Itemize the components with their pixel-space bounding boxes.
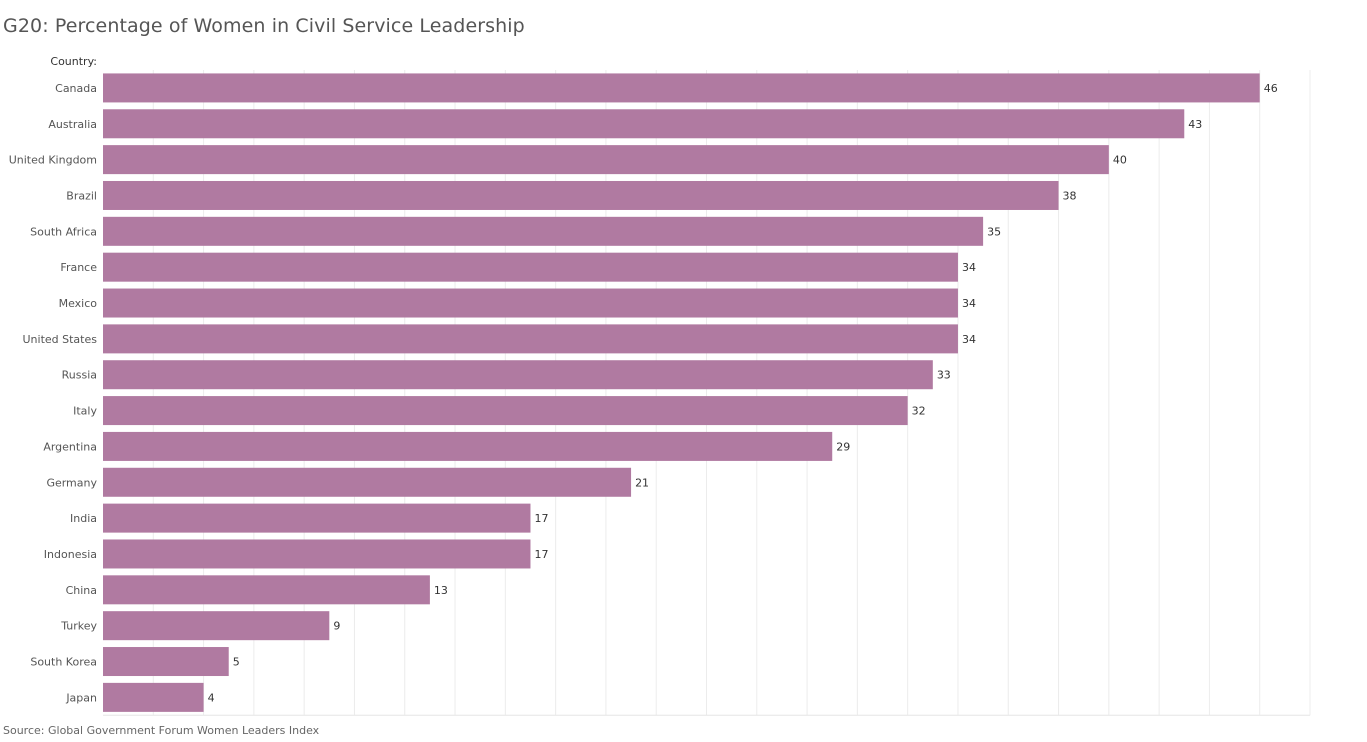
value-label: 40: [1113, 154, 1127, 167]
category-label: France: [60, 261, 97, 274]
category-label: India: [70, 512, 97, 525]
bar-mexico[interactable]: [103, 288, 958, 318]
bar-india[interactable]: [103, 503, 531, 533]
value-labels: 46 43 40 38 35 34 34 34 33 32 29 21 17 17 13 9 5 4: [208, 82, 1278, 704]
bar-united-kingdom[interactable]: [103, 145, 1109, 175]
value-label: 38: [1063, 189, 1077, 202]
value-label: 17: [534, 512, 548, 525]
category-label: Germany: [46, 476, 97, 489]
value-label: 32: [912, 405, 926, 418]
category-label: Australia: [48, 118, 97, 131]
category-label: Indonesia: [44, 548, 97, 561]
gridlines: [103, 70, 1311, 716]
bar-indonesia[interactable]: [103, 539, 531, 569]
bar-russia[interactable]: [103, 360, 933, 390]
chart-title: G20: Percentage of Women in Civil Servic…: [3, 15, 525, 37]
value-label: 35: [987, 225, 1001, 238]
value-label: 21: [635, 476, 649, 489]
bar-italy[interactable]: [103, 396, 908, 426]
bar-france[interactable]: [103, 252, 958, 282]
value-label: 13: [434, 584, 448, 597]
category-label: Japan: [65, 691, 97, 704]
category-label: Brazil: [66, 189, 97, 202]
bar-germany[interactable]: [103, 467, 632, 497]
category-label: South Africa: [30, 225, 97, 238]
bar-turkey[interactable]: [103, 611, 330, 641]
category-label: Canada: [55, 82, 97, 95]
category-label: South Korea: [30, 656, 97, 669]
bar-argentina[interactable]: [103, 431, 833, 461]
value-label: 9: [333, 620, 340, 633]
value-label: 43: [1188, 118, 1202, 131]
category-label: Mexico: [59, 297, 98, 310]
category-label: Turkey: [60, 620, 97, 633]
category-label: United Kingdom: [9, 154, 97, 167]
value-label: 17: [534, 548, 548, 561]
category-label: Russia: [62, 369, 97, 382]
bar-canada[interactable]: [103, 73, 1260, 103]
value-label: 46: [1264, 82, 1278, 95]
bar-china[interactable]: [103, 575, 430, 605]
bar-brazil[interactable]: [103, 180, 1059, 210]
bar-united-states[interactable]: [103, 324, 958, 354]
bar-japan[interactable]: [103, 682, 204, 712]
category-label: China: [66, 584, 97, 597]
category-label: United States: [23, 333, 98, 346]
value-label: 29: [836, 440, 850, 453]
bar-australia[interactable]: [103, 109, 1185, 139]
value-label: 34: [962, 297, 976, 310]
source-note: Source: Global Government Forum Women Le…: [3, 724, 320, 737]
category-labels: Canada Australia United Kingdom Brazil South…: [9, 82, 98, 704]
value-label: 33: [937, 369, 951, 382]
category-label: Italy: [73, 405, 97, 418]
category-label: Argentina: [43, 440, 97, 453]
bar-south-africa[interactable]: [103, 216, 984, 246]
value-label: 34: [962, 333, 976, 346]
bar-south-korea[interactable]: [103, 647, 229, 677]
value-label: 5: [233, 656, 240, 669]
value-label: 4: [208, 691, 215, 704]
bars: [103, 73, 1260, 712]
category-field-label: Country:: [50, 55, 97, 68]
value-label: 34: [962, 261, 976, 274]
